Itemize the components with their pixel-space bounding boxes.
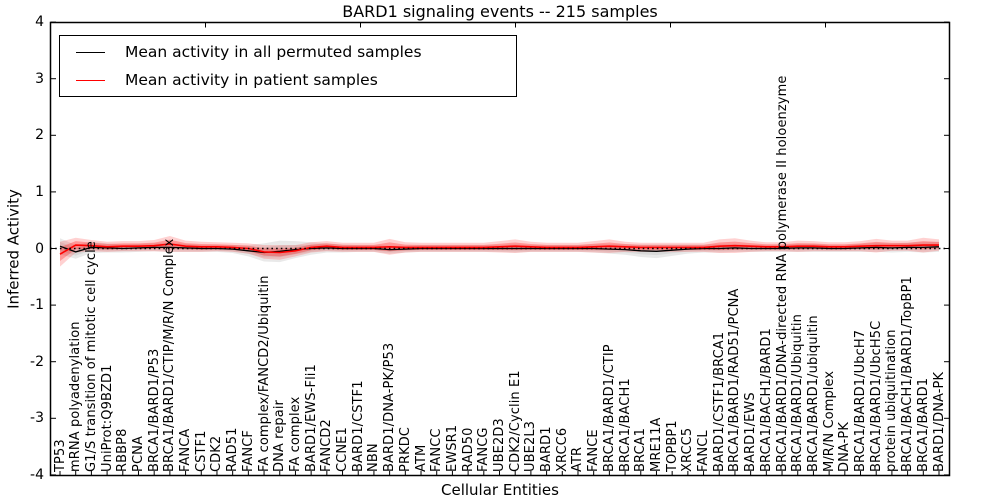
x-tick-label: FANCE [586, 429, 602, 472]
x-tick-label: BRCA1/BARD1/RAD51/PCNA [727, 288, 743, 473]
x-tick-label: FANCC [429, 428, 445, 472]
legend-label-permuted: Mean activity in all permuted samples [125, 43, 422, 61]
x-tick-label: ATR [570, 446, 586, 472]
x-tick-label: BRCA1/BARD1/Ubiquitin [790, 314, 806, 472]
y-tick-label: -3 [30, 410, 44, 427]
x-tick-label: BARD1/CSTF1/BRCA1 [711, 331, 727, 472]
x-tick-label: FANCD2 [319, 419, 335, 472]
x-tick-label: BRCA1 [633, 427, 649, 472]
y-tick-label: 1 [35, 183, 44, 200]
x-tick-label: BRCA1/BARD1/DNA-directed RNA polymerase … [774, 75, 790, 472]
y-tick-label: -1 [30, 297, 44, 314]
x-tick-label: mRNA polyadenylation [68, 321, 84, 472]
x-tick-label: DNA repair [272, 400, 288, 472]
x-tick-label: BRCA1/BACH1/BARD1/TopBP1 [900, 276, 916, 472]
legend-item-permuted: Mean activity in all permuted samples [60, 43, 516, 61]
legend: Mean activity in all permuted samples Me… [59, 35, 517, 97]
permuted-band [60, 238, 939, 263]
x-tick-label: BRCA1/BARD1/UbcH7 [853, 329, 869, 472]
x-tick-label: FA complex/FANCD2/Ubiquitin [256, 275, 272, 472]
x-tick-label: DNA-PK [837, 422, 853, 472]
x-tick-label: BARD1 [539, 426, 555, 472]
patient-band-inner [60, 239, 939, 261]
x-tick-label: BRCA1/BACH1 [617, 378, 633, 472]
x-tick-label: CSTF1 [193, 430, 209, 472]
x-tick-label: RBBP8 [115, 428, 131, 472]
x-tick-label: BARD1/DNA-PK/P53 [382, 342, 398, 472]
black-line-swatch [76, 51, 105, 53]
x-tick-label: FANCF [240, 430, 256, 472]
x-tick-label: BRCA1/BARD1/CTIP [601, 344, 617, 472]
x-tick-label: G1/S transition of mitotic cell cycle [83, 241, 99, 472]
x-tick-label: UBE2D3 [492, 418, 507, 472]
x-axis-label: Cellular Entities [441, 481, 559, 499]
x-tick-label: FA complex [287, 396, 303, 472]
x-tick-label: CDK2/Cyclin E1 [507, 370, 523, 472]
x-tick-label: UniProt:Q9BZD1 [99, 364, 115, 472]
x-tick-label: BARD1/DNA-PK [931, 371, 947, 472]
x-tick-label: RAD50 [460, 427, 476, 472]
x-tick-label: FANCA [178, 428, 194, 472]
y-axis-label: Inferred Activity [4, 189, 23, 309]
x-tick-label: BRCA1/BARD1/UbcH5C [868, 320, 884, 472]
permuted-band-inner [60, 241, 939, 258]
x-tick-label: BRCA1/BARD1 [915, 377, 931, 472]
x-tick-label: TP53 [52, 439, 68, 472]
x-tick-label: M/R/N Complex [821, 370, 837, 472]
y-tick-label: -2 [30, 353, 44, 370]
x-tick-label: MRE11A [648, 417, 664, 473]
x-tick-label: PRKDC [397, 427, 413, 472]
x-tick-label: TOPBP1 [664, 420, 680, 472]
x-tick-label: EWSR1 [444, 424, 460, 472]
patient-band [60, 236, 939, 267]
y-tick-label: 0 [35, 240, 44, 257]
x-tick-label: BRCA1/BARD1/P53 [146, 348, 162, 472]
chart-title: BARD1 signaling events -- 215 samples [342, 2, 658, 21]
x-tick-label: BARD1/EWS-Fli1 [303, 364, 319, 472]
x-tick-label: FANCG [476, 427, 492, 472]
legend-item-patient: Mean activity in patient samples [60, 71, 516, 89]
y-tick-label: 3 [35, 70, 44, 87]
x-tick-label: XRCC5 [680, 427, 696, 472]
x-tick-label: CCNE1 [335, 427, 351, 472]
x-tick-label: ATM [413, 444, 429, 472]
y-tick-label: -4 [30, 466, 44, 483]
x-tick-label: protein ubiquitination [884, 329, 900, 472]
x-tick-label: UBE2L3 [523, 420, 539, 472]
x-tick-label: BRCA1/BACH1/BARD1 [758, 328, 774, 472]
x-tick-label: NBN [366, 443, 382, 472]
x-tick-label: BARD1/CSTF1 [350, 380, 366, 472]
x-tick-label: CDK2 [209, 435, 225, 472]
x-tick-label: RAD51 [225, 427, 241, 472]
x-tick-label: FANCL [696, 430, 712, 472]
red-line-swatch [76, 79, 105, 81]
x-tick-label: PCNA [130, 436, 146, 472]
y-tick-label: 4 [35, 14, 44, 31]
x-tick-label: BARD1/EWS [743, 392, 759, 472]
y-tick-label: 2 [35, 127, 44, 144]
x-tick-label: BRCA1/BARD1/CTIP/M/R/N Complex [162, 238, 178, 472]
legend-label-patient: Mean activity in patient samples [125, 71, 378, 89]
x-tick-label: XRCC6 [554, 427, 570, 472]
patient-mean-line [59, 243, 939, 255]
x-tick-label: BRCA1/BARD1/ubiquitin [805, 315, 821, 472]
